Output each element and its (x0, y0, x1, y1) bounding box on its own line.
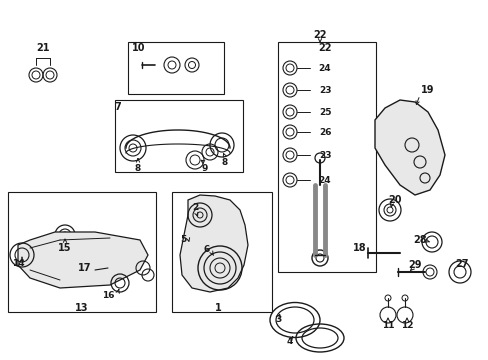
Text: 8: 8 (135, 163, 141, 172)
Text: 22: 22 (318, 43, 331, 53)
Text: 3: 3 (274, 315, 281, 324)
Text: 24: 24 (318, 176, 331, 185)
Text: 17: 17 (78, 263, 92, 273)
Text: 11: 11 (381, 321, 393, 330)
Text: 1: 1 (214, 303, 221, 313)
Text: 23: 23 (318, 150, 330, 159)
Text: 23: 23 (318, 86, 330, 95)
Polygon shape (180, 195, 247, 292)
Text: 8: 8 (222, 158, 228, 166)
Text: 16: 16 (102, 292, 114, 301)
Text: 4: 4 (286, 338, 293, 346)
Polygon shape (374, 100, 444, 195)
Text: 29: 29 (407, 260, 421, 270)
Bar (8, 192, 156, 312)
Bar (172, 192, 271, 312)
Text: 20: 20 (387, 195, 401, 205)
Text: 26: 26 (318, 127, 330, 136)
Text: 14: 14 (12, 258, 24, 267)
Text: 12: 12 (400, 321, 412, 330)
Text: 2: 2 (191, 202, 198, 212)
Text: 22: 22 (313, 30, 326, 40)
Text: 5: 5 (180, 235, 186, 244)
Text: 15: 15 (58, 243, 72, 253)
Text: 7: 7 (114, 102, 121, 112)
Text: 10: 10 (132, 43, 145, 53)
Text: 24: 24 (318, 63, 331, 72)
Polygon shape (18, 232, 148, 288)
Text: 28: 28 (412, 235, 426, 245)
Text: 18: 18 (352, 243, 366, 253)
Bar (278, 42, 375, 272)
Bar (115, 100, 243, 172)
Text: 13: 13 (75, 303, 88, 313)
Text: 25: 25 (318, 108, 330, 117)
Text: 6: 6 (203, 246, 210, 255)
Text: 27: 27 (454, 259, 468, 269)
Text: 21: 21 (36, 43, 50, 53)
Bar (128, 42, 224, 94)
Text: 9: 9 (202, 163, 208, 172)
Text: 19: 19 (420, 85, 434, 95)
